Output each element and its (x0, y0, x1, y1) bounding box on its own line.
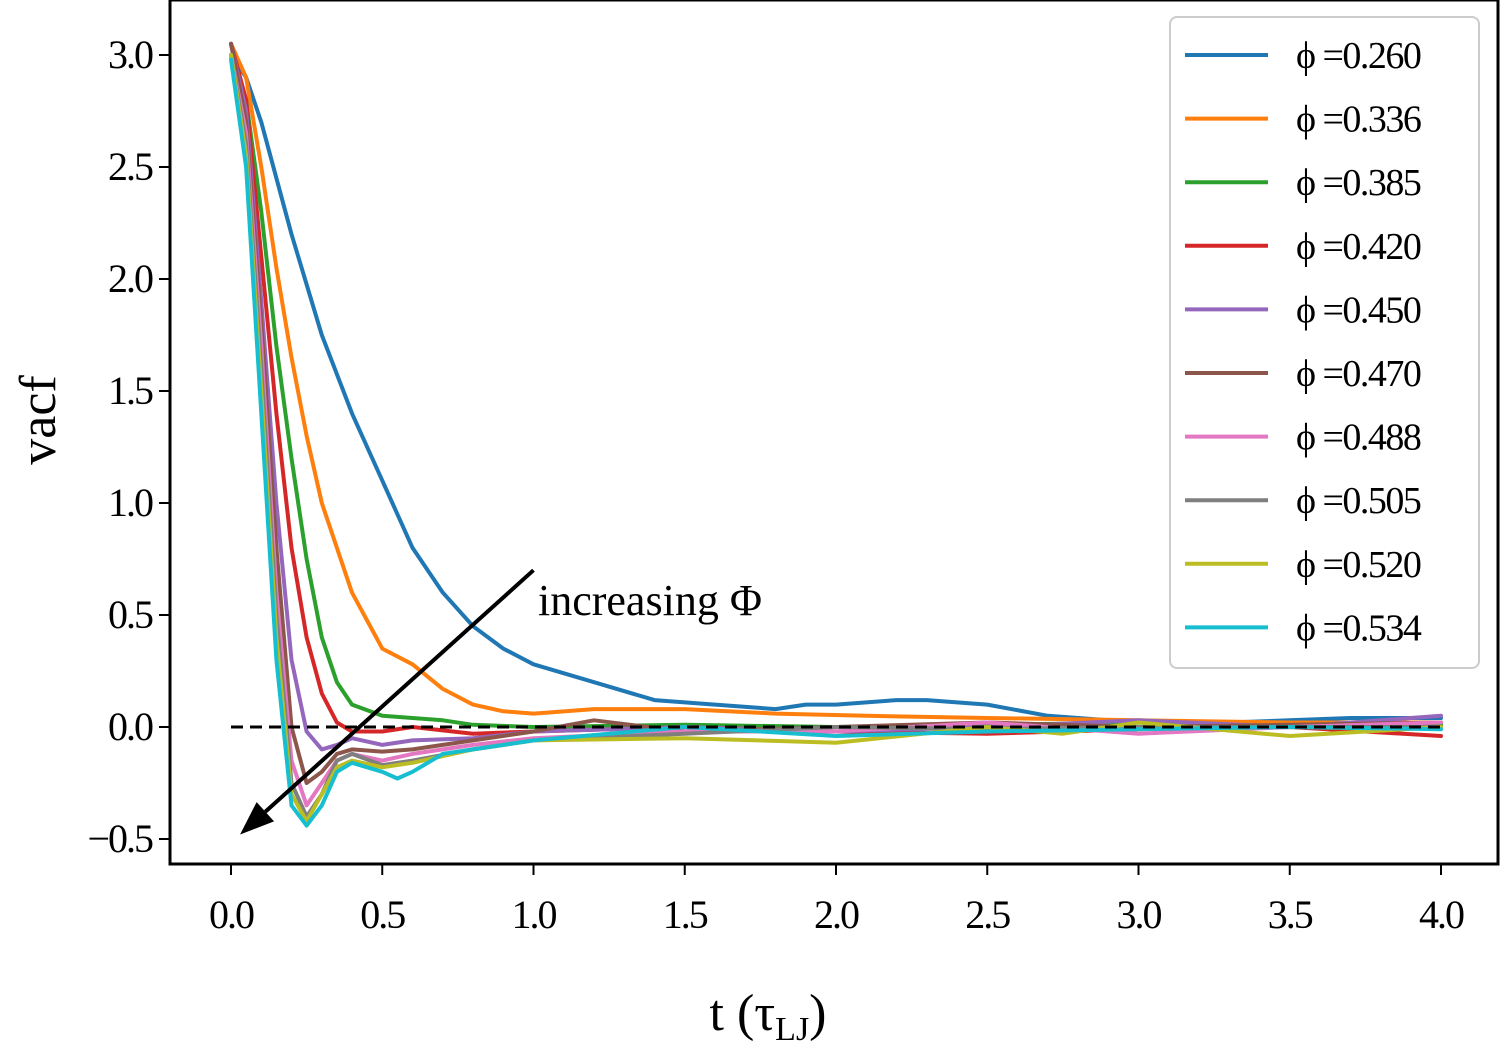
legend-label: ϕ =0.520 (1296, 544, 1421, 586)
x-axis-title-main: t (τ (710, 985, 776, 1041)
legend-label: ϕ =0.336 (1296, 99, 1421, 141)
series-line-10 (229, 57, 1443, 828)
x-tick-label: 3.5 (1268, 892, 1313, 937)
series-line-9 (229, 53, 1443, 824)
legend-label: ϕ =0.420 (1296, 226, 1421, 268)
x-tick-label: 1.0 (512, 892, 557, 937)
y-tick-label: 2.0 (108, 256, 153, 301)
x-axis: 0.0 0.5 1.0 1.5 2.0 2.5 3.0 3.5 4.0 (209, 864, 1466, 937)
legend: ϕ =0.260 ϕ =0.336 ϕ =0.385 ϕ =0.420 ϕ =0.450… (1169, 16, 1480, 669)
annotation: increasing Φ (240, 568, 762, 835)
x-tick-label: 3.0 (1117, 892, 1162, 937)
legend-label: ϕ =0.260 (1296, 35, 1421, 77)
x-tick-label: 4.0 (1419, 892, 1464, 937)
x-tick-label: 2.5 (965, 892, 1010, 937)
legend-label: ϕ =0.385 (1296, 162, 1421, 204)
y-tick-label: −0.5 (87, 816, 153, 861)
annotation-text: increasing Φ (538, 576, 762, 625)
x-tick-label: 1.5 (663, 892, 708, 937)
legend-label: ϕ =0.488 (1296, 417, 1421, 459)
legend-label: ϕ =0.450 (1296, 289, 1421, 331)
legend-label: ϕ =0.505 (1296, 480, 1421, 522)
series-line-2 (229, 41, 1443, 725)
x-axis-title: t (τLJ) (710, 985, 827, 1041)
y-axis-title: vacf (10, 375, 67, 465)
y-tick-label: 3.0 (108, 32, 153, 77)
legend-label: ϕ =0.470 (1296, 353, 1421, 395)
series-layer (229, 41, 1443, 828)
series-line-4 (229, 41, 1443, 738)
y-tick-label: 0.5 (108, 592, 153, 637)
y-tick-label: 2.5 (108, 144, 153, 189)
x-axis-title-subscript: LJ (775, 1011, 809, 1041)
annotation-arrow-shaft (263, 568, 535, 814)
x-tick-label: 2.0 (814, 892, 859, 937)
x-tick-label: 0.5 (360, 892, 405, 937)
y-tick-label: 1.5 (108, 368, 153, 413)
y-tick-label: 0.0 (108, 704, 153, 749)
legend-label: ϕ =0.534 (1296, 607, 1422, 649)
plot-frame (168, 0, 1500, 866)
legend-box (1169, 16, 1480, 669)
x-axis-title-close: ) (809, 985, 826, 1041)
y-tick-label: 1.0 (108, 480, 153, 525)
x-tick-label: 0.0 (209, 892, 254, 937)
annotation-arrow-head (240, 802, 275, 835)
y-axis: −0.5 0.0 0.5 1.0 1.5 2.0 2.5 3.0 (87, 32, 170, 861)
